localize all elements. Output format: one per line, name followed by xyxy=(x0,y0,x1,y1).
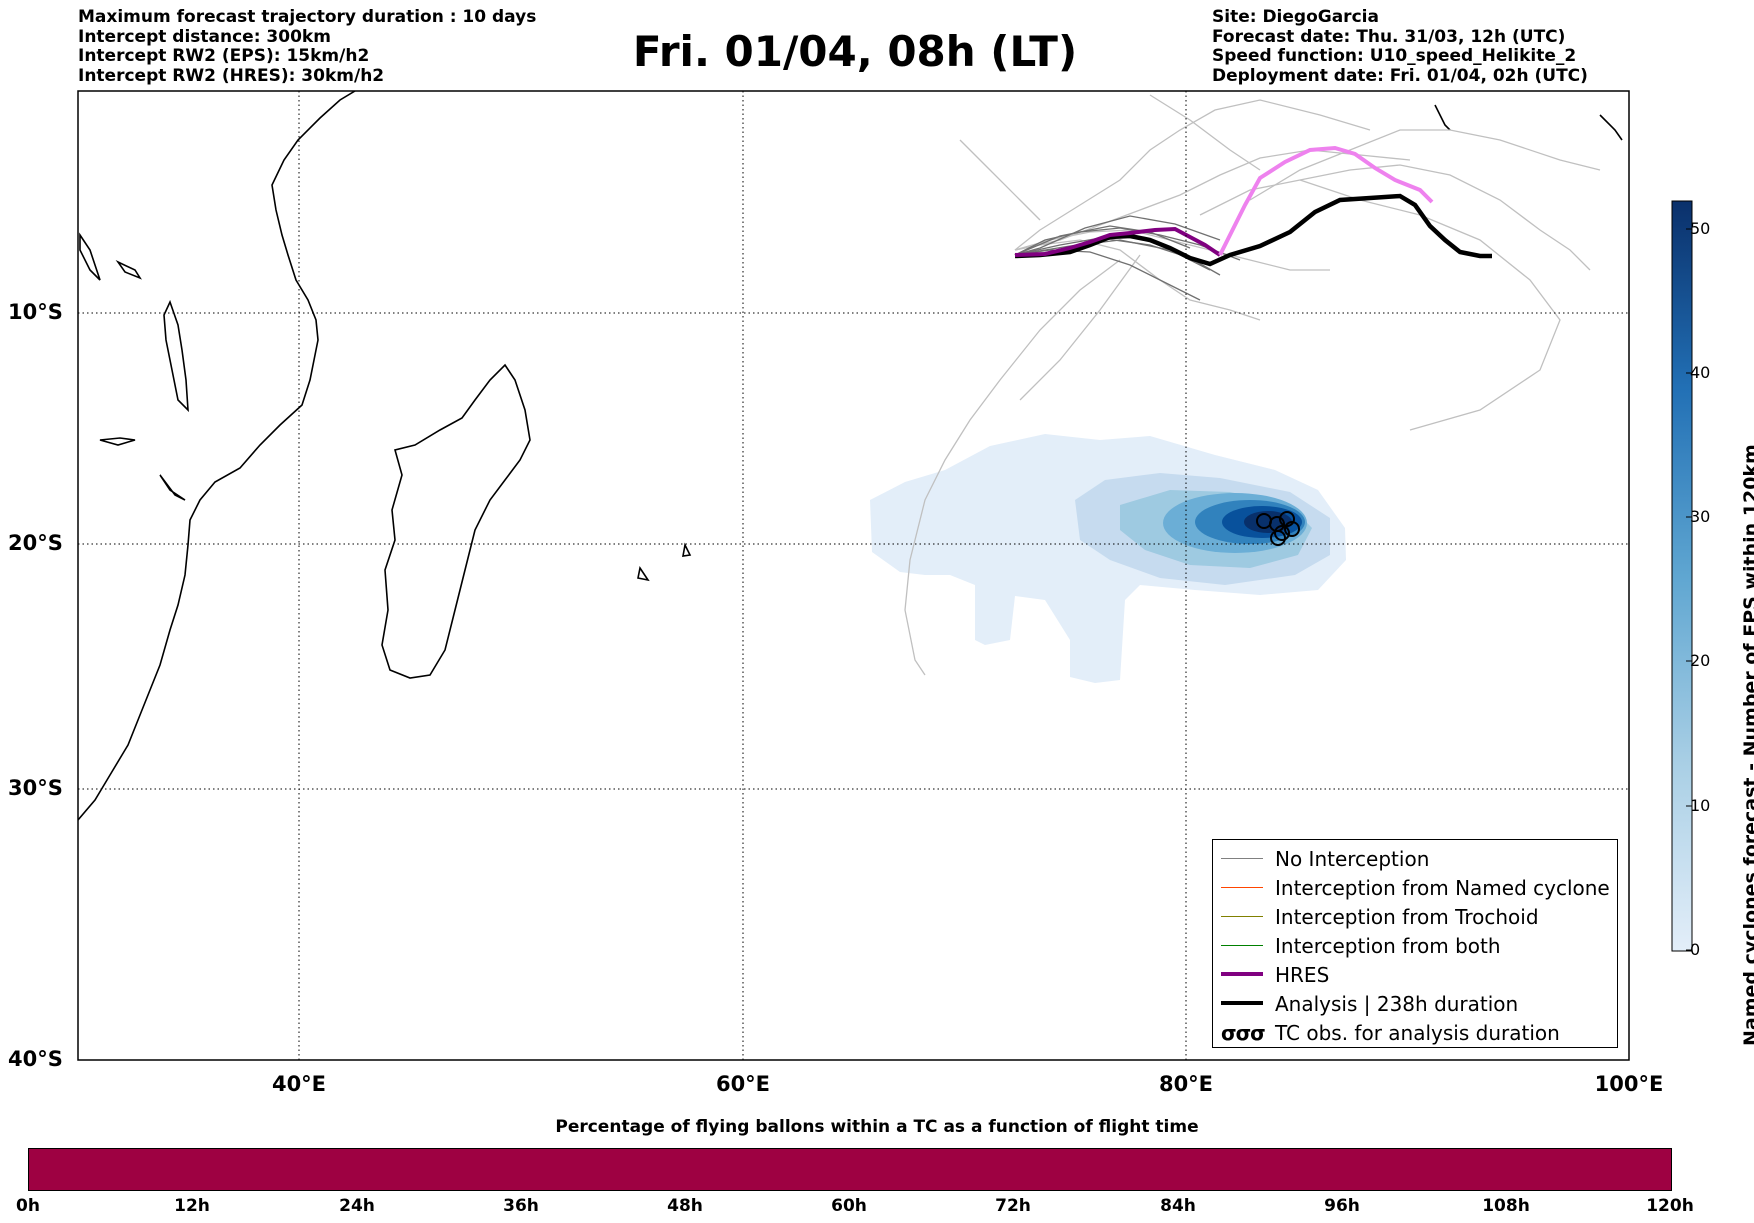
vertical-colorbar-ticks xyxy=(1686,228,1692,951)
time-tick: 84h xyxy=(1160,1196,1196,1216)
header-right: Site: DiegoGarcia Forecast date: Thu. 31… xyxy=(1212,7,1588,86)
hres-track xyxy=(1014,226,1222,257)
legend-entry: HRES xyxy=(1213,960,1617,989)
colorbar-tick: 30 xyxy=(1690,507,1711,526)
map-border xyxy=(77,90,1630,1061)
lon-label: 100°E xyxy=(1594,1072,1664,1096)
legend-swatch xyxy=(1221,916,1263,917)
legend-swatch xyxy=(1221,858,1263,859)
legend-swatch xyxy=(1221,972,1263,976)
colorbar-tick: 40 xyxy=(1690,363,1711,382)
tc-obs-markers xyxy=(1256,511,1300,546)
legend-entry: Interception from both xyxy=(1213,931,1617,960)
legend-label: Interception from Named cyclone xyxy=(1275,876,1610,900)
colorbar-tick: 0 xyxy=(1690,940,1701,959)
legend-entry: σσσ TC obs. for analysis duration xyxy=(1213,1018,1617,1047)
eps-density-field xyxy=(870,434,1346,683)
page-title: Fri. 01/04, 08h (LT) xyxy=(632,27,1078,76)
time-tick: 12h xyxy=(174,1196,210,1216)
lat-label: 30°S xyxy=(8,776,63,800)
header-left-line: Intercept distance: 300km xyxy=(78,26,331,47)
lat-label: 40°S xyxy=(8,1047,63,1071)
hres-track-extension xyxy=(1218,145,1434,256)
time-tick: 60h xyxy=(831,1196,867,1216)
time-tick: 108h xyxy=(1482,1196,1530,1216)
legend-entry: No Interception xyxy=(1213,844,1617,873)
time-tick: 48h xyxy=(667,1196,703,1216)
time-tick: 72h xyxy=(995,1196,1031,1216)
coastlines xyxy=(78,91,1623,821)
time-tick: 0h xyxy=(16,1196,40,1216)
legend: No Interception Interception from Named … xyxy=(1212,839,1618,1048)
time-tick: 120h xyxy=(1646,1196,1694,1216)
circle-markers-icon: σσσ xyxy=(1221,1021,1266,1045)
legend-label: Analysis | 238h duration xyxy=(1275,992,1519,1016)
colorbar-tick: 50 xyxy=(1690,219,1711,238)
eps-trajectories-light xyxy=(904,94,1601,676)
header-right-line: Deployment date: Fri. 01/04, 02h (UTC) xyxy=(1212,65,1588,86)
graticule xyxy=(78,91,1629,1060)
vertical-colorbar xyxy=(1671,200,1693,952)
legend-swatch xyxy=(1221,1001,1263,1005)
header-right-line: Site: DiegoGarcia xyxy=(1212,7,1379,27)
time-tick: 24h xyxy=(339,1196,375,1216)
legend-entry: Analysis | 238h duration xyxy=(1213,989,1617,1018)
analysis-track xyxy=(1014,193,1492,267)
legend-swatch xyxy=(1221,945,1263,946)
header-left: Maximum forecast trajectory duration : 1… xyxy=(78,7,537,86)
lon-label: 40°E xyxy=(271,1072,327,1096)
header-left-line: Intercept RW2 (EPS): 15km/h2 xyxy=(78,46,370,66)
colorbar-tick: 20 xyxy=(1690,651,1711,670)
lat-label: 10°S xyxy=(8,300,63,324)
lon-label: 80°E xyxy=(1158,1072,1214,1096)
legend-label: HRES xyxy=(1275,963,1330,987)
time-tick: 36h xyxy=(503,1196,539,1216)
header-left-line: Intercept RW2 (HRES): 30km/h2 xyxy=(78,65,385,86)
header-right-line: Forecast date: Thu. 31/03, 12h (UTC) xyxy=(1212,26,1566,47)
legend-entry: Interception from Named cyclone xyxy=(1213,873,1617,902)
legend-swatch xyxy=(1221,887,1263,888)
legend-entry: Interception from Trochoid xyxy=(1213,902,1617,931)
legend-label: No Interception xyxy=(1275,847,1430,871)
time-tick: 96h xyxy=(1324,1196,1360,1216)
legend-label: Interception from Trochoid xyxy=(1275,905,1539,929)
header-right-line: Speed function: U10_speed_Helikite_2 xyxy=(1212,46,1577,66)
colorbar-tick: 10 xyxy=(1690,796,1711,815)
bottom-colorbar-title: Percentage of flying ballons within a TC… xyxy=(555,1117,1199,1137)
legend-label: TC obs. for analysis duration xyxy=(1275,1021,1560,1045)
lat-label: 20°S xyxy=(8,531,63,555)
header-left-line: Maximum forecast trajectory duration : 1… xyxy=(78,7,537,27)
lon-label: 60°E xyxy=(715,1072,771,1096)
colorbar-title: Named cyclones forecast - Number of EPS … xyxy=(1740,444,1754,1046)
legend-label: Interception from both xyxy=(1275,934,1501,958)
bottom-colorbar xyxy=(28,1148,1672,1191)
